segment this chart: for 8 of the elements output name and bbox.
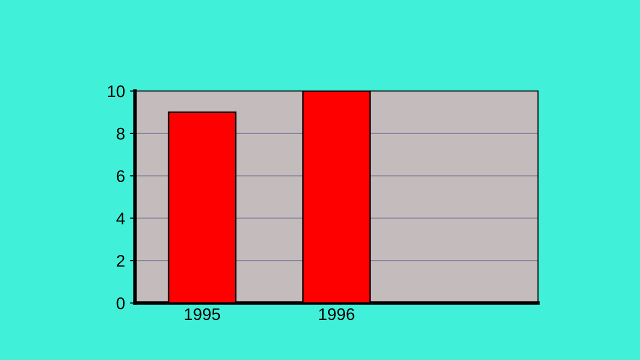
y-tick-label: 6 <box>116 170 125 182</box>
y-tick-label: 10 <box>108 85 125 98</box>
y-tick-label: 4 <box>116 212 125 224</box>
y-tick-label: 8 <box>116 128 125 140</box>
y-tick-label: 2 <box>116 255 124 267</box>
y-tick-label: 0 <box>116 297 125 310</box>
x-tick-label: 1996 <box>319 308 354 320</box>
x-tick-label: 1995 <box>184 308 220 320</box>
